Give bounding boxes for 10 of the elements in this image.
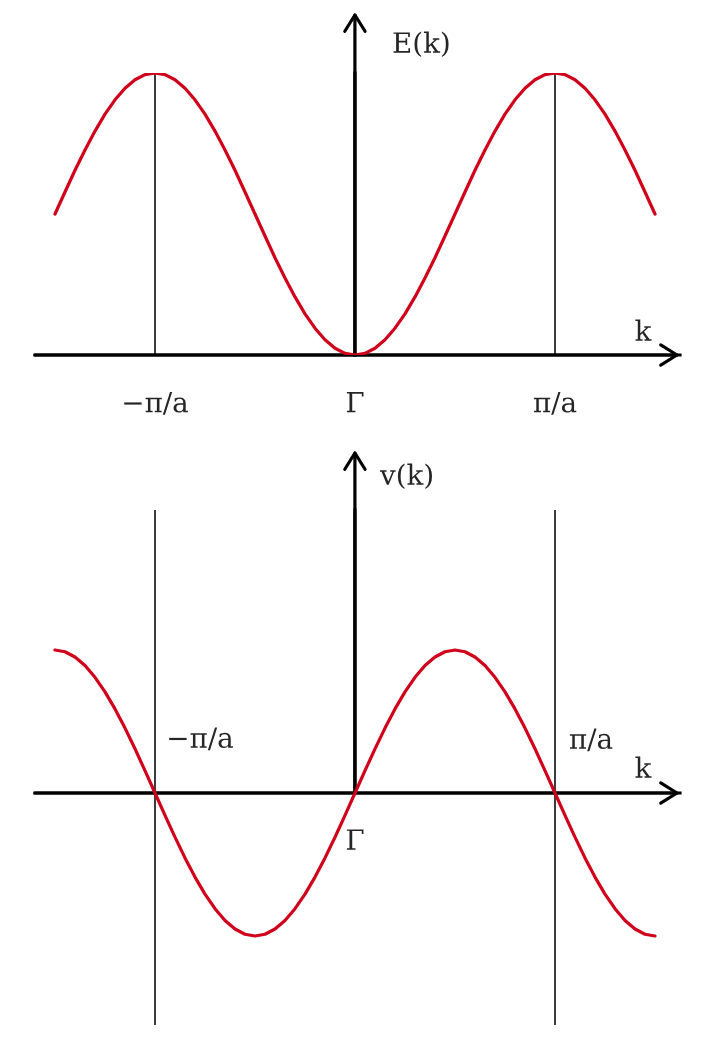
x-tick-label: π/a xyxy=(533,391,577,415)
x-tick-label: −π/a xyxy=(124,391,188,415)
x-tick-label: Γ xyxy=(346,391,364,413)
x-axis-title: k xyxy=(635,319,652,341)
y-axis-title: v(k) xyxy=(379,463,432,489)
annotation: −π/a xyxy=(169,727,233,751)
annotation: π/a xyxy=(569,728,613,752)
x-axis-title: k xyxy=(635,756,652,778)
y-axis-title: E(k) xyxy=(393,31,449,57)
annotation: Γ xyxy=(346,829,364,850)
